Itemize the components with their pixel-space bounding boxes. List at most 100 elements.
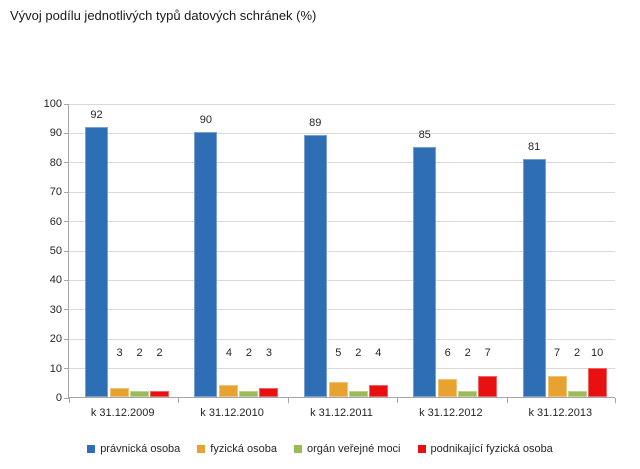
value-label: 2	[355, 347, 362, 359]
bar-orgán-veřejné-moci	[567, 391, 587, 397]
y-axis-tick	[64, 103, 69, 105]
category-label: k 31.12.2012	[419, 407, 483, 419]
y-tick-label: 60	[49, 215, 62, 228]
value-label: 5	[335, 347, 342, 359]
y-tick-label: 10	[49, 362, 62, 375]
legend-label: orgán veřejné moci	[306, 443, 401, 455]
plot-area: 92 90 89 85 81 3 4 5 6 7 2 2 2 2 2 2 3 4 7 10	[64, 103, 616, 403]
x-axis-labels: k 31.12.2009 k 31.12.2010 k 31.12.2011 k 31…	[68, 406, 615, 422]
legend-swatch	[87, 445, 96, 453]
legend: právnická osoba fyzická osoba orgán veřejn…	[40, 443, 600, 455]
gridline	[69, 132, 615, 134]
x-axis-tick	[69, 398, 70, 403]
gridline	[69, 221, 615, 223]
value-label: 3	[116, 347, 123, 359]
y-tick-label: 30	[49, 303, 62, 316]
x-axis-tick	[615, 398, 616, 403]
value-label: 6	[444, 347, 451, 359]
y-axis-tick	[64, 250, 69, 252]
y-tick-label: 100	[43, 98, 62, 110]
bar-orgán-veřejné-moci	[130, 391, 149, 397]
bar-právnická-osoba	[85, 126, 108, 397]
value-label: 10	[590, 347, 604, 359]
gridline	[69, 250, 615, 252]
legend-label: právnická osoba	[100, 443, 181, 455]
y-axis-labels: 0 10 20 30 40 50 60 70 80 90 100	[0, 98, 62, 404]
y-axis-tick	[64, 338, 69, 340]
category-label: k 31.12.2011	[310, 407, 373, 419]
bar-orgán-veřejné-moci	[348, 391, 368, 397]
value-label: 3	[265, 347, 272, 359]
bar-fyzická-osoba	[110, 388, 129, 397]
bar-fyzická-osoba	[438, 379, 458, 397]
x-axis-tick	[506, 398, 508, 403]
bar-orgán-veřejné-moci	[458, 391, 478, 397]
gridline	[69, 309, 615, 311]
value-label: 2	[245, 347, 252, 359]
legend-label: podnikající fyzická osoba	[430, 443, 553, 455]
category-label: k 31.12.2013	[528, 407, 593, 419]
y-tick-label: 90	[49, 127, 62, 140]
bar-orgán-veřejné-moci	[239, 391, 259, 397]
bar-fyzická-osoba	[219, 385, 239, 397]
y-axis-tick	[64, 397, 69, 399]
y-axis-tick	[64, 162, 69, 164]
gridline	[69, 368, 615, 370]
x-axis-tick	[397, 398, 399, 403]
x-axis-tick	[178, 398, 180, 403]
value-label: 2	[136, 347, 143, 359]
y-tick-label: 0	[55, 392, 62, 404]
bar-podnikající-fyzická-osoba	[587, 367, 607, 397]
value-label: 7	[484, 347, 491, 359]
bar-podnikající-fyzická-osoba	[259, 388, 279, 397]
category-label: k 31.12.2009	[90, 407, 155, 419]
legend-item: podnikající fyzická osoba	[417, 443, 553, 455]
gridline	[69, 191, 615, 193]
value-label: 4	[375, 347, 382, 359]
chart-title: Vývoj podílu jednotlivých typů datových …	[10, 8, 317, 23]
legend-item: orgán veřejné moci	[293, 443, 401, 455]
bar-právnická-osoba	[303, 135, 327, 397]
bar-fyzická-osoba	[547, 376, 567, 397]
bar-právnická-osoba	[522, 158, 546, 397]
value-label: 4	[225, 347, 232, 359]
y-axis-tick	[64, 309, 69, 311]
x-axis-tick	[287, 398, 289, 403]
value-label: 7	[554, 347, 561, 359]
y-axis-tick	[64, 132, 69, 134]
gridline	[69, 162, 615, 164]
legend-label: fyzická osoba	[210, 443, 277, 455]
y-tick-label: 40	[49, 274, 62, 287]
y-axis-tick	[64, 279, 69, 281]
value-label: 2	[574, 347, 581, 359]
gridline	[69, 279, 615, 281]
value-label: 92	[90, 108, 103, 121]
legend-item: fyzická osoba	[197, 443, 277, 455]
y-axis-tick	[64, 191, 69, 193]
value-label: 90	[199, 114, 213, 127]
bar-podnikající-fyzická-osoba	[150, 391, 169, 397]
y-tick-label: 50	[49, 245, 62, 257]
value-label: 2	[156, 347, 163, 359]
legend-swatch	[417, 445, 426, 453]
value-label: 2	[464, 347, 471, 359]
bar-fyzická-osoba	[328, 382, 348, 397]
legend-item: právnická osoba	[87, 443, 180, 455]
y-tick-label: 20	[49, 333, 62, 346]
y-axis-tick	[64, 368, 69, 370]
value-label: 89	[309, 117, 322, 130]
y-tick-label: 80	[49, 156, 62, 169]
bar-právnická-osoba	[194, 132, 218, 397]
legend-swatch	[197, 445, 206, 453]
bar-podnikající-fyzická-osoba	[368, 385, 388, 397]
gridline	[69, 103, 615, 105]
bar-podnikající-fyzická-osoba	[478, 376, 498, 397]
bar-právnická-osoba	[413, 147, 437, 397]
gridline	[69, 338, 615, 340]
y-tick-label: 70	[49, 186, 62, 199]
legend-swatch	[293, 445, 302, 453]
value-label: 81	[527, 140, 541, 153]
value-label: 85	[418, 129, 431, 142]
y-axis-tick	[64, 221, 69, 223]
